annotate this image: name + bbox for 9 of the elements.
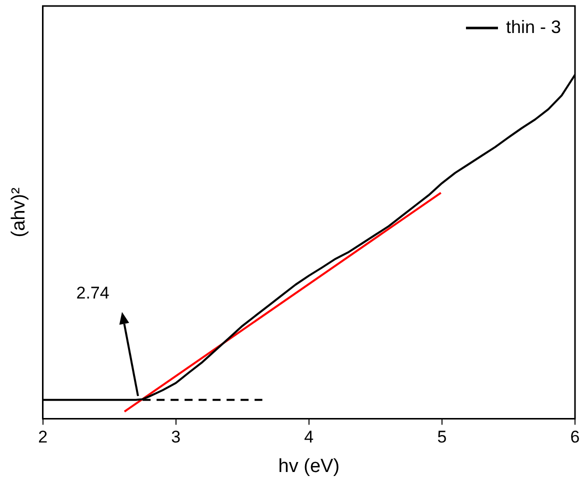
annotation: 2.74 <box>76 283 110 302</box>
x-tick-label: 3 <box>171 428 181 447</box>
y-axis-title: (ahv)² <box>8 188 30 238</box>
x-tick-label: 5 <box>437 428 447 447</box>
x-axis-title: hv (eV) <box>278 456 340 477</box>
x-tick-label: 4 <box>304 428 314 447</box>
x-tick-label: 2 <box>38 428 48 447</box>
legend-label: thin - 3 <box>506 16 562 37</box>
x-tick-label: 6 <box>570 428 580 447</box>
